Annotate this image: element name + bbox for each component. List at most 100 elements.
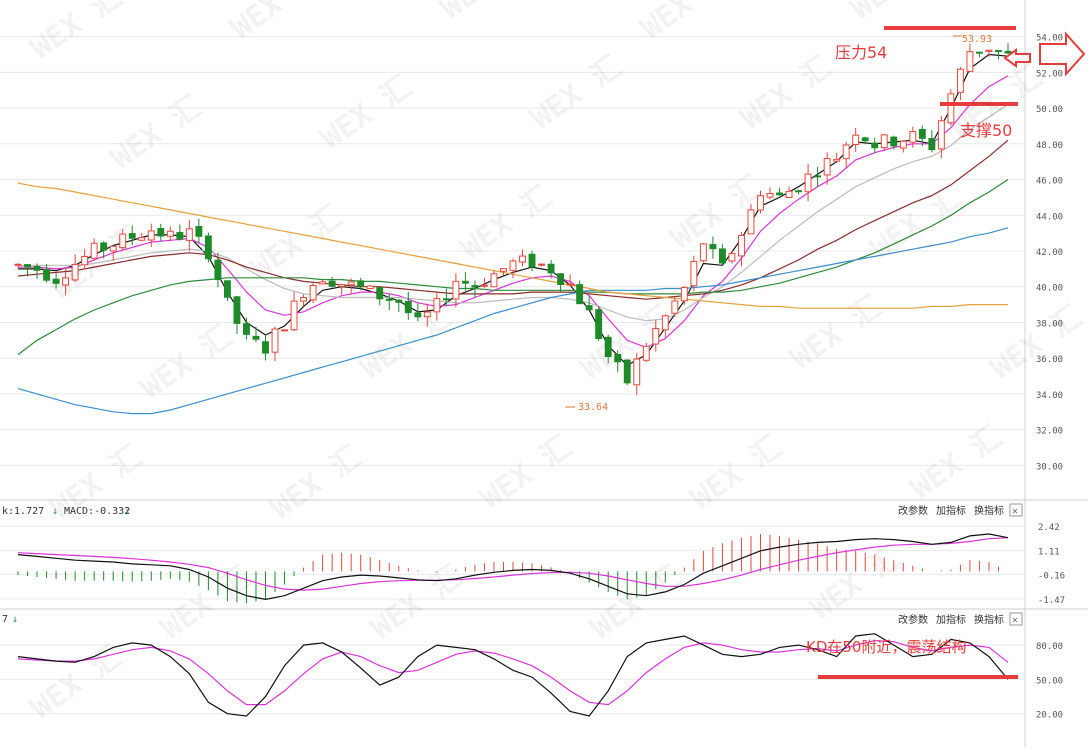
candle: [918, 125, 926, 147]
kd-header-label: 7: [2, 614, 8, 625]
candle-body: [52, 278, 60, 284]
candle-body: [71, 263, 79, 281]
candle-body: [566, 283, 574, 286]
candle: [81, 249, 89, 268]
candle: [252, 326, 260, 343]
candle-body: [404, 300, 412, 314]
candle: [519, 249, 526, 267]
candle-body: [680, 286, 688, 302]
macd-y-axis: 2.42 1.11 -0.16 -1.47: [1038, 523, 1065, 606]
main-y-tick: 44.00: [1036, 212, 1063, 222]
candle-body: [585, 305, 593, 311]
candle: [176, 224, 184, 241]
candle: [281, 329, 288, 332]
main-y-tick: 54.00: [1036, 34, 1063, 44]
candle: [271, 326, 279, 362]
candle: [395, 298, 403, 312]
candle-body: [185, 228, 193, 241]
macd-arrow-1: ↓: [52, 506, 58, 517]
kd-add-indicator-button[interactable]: 加指标: [936, 613, 966, 626]
candle: [376, 287, 384, 306]
macd-dif-line: [17, 533, 1009, 601]
candle-body: [243, 323, 250, 335]
grid-lines: [0, 36, 1025, 715]
kd-annotation: KD在50附近，震荡结构: [806, 638, 1018, 679]
candle: [690, 255, 698, 292]
main-y-tick: 30.00: [1036, 462, 1063, 472]
kd-change-params-button[interactable]: 改参数: [898, 613, 928, 626]
watermark-logo: WEX 汇: [805, 539, 909, 626]
watermark-logo: WEX 汇: [475, 429, 579, 516]
main-y-tick: 50.00: [1036, 105, 1063, 115]
candle: [937, 115, 945, 159]
candle: [557, 273, 565, 293]
macd-k-label: k:1.727: [2, 506, 44, 517]
ma-line-ma120: [17, 227, 1009, 415]
watermarks: WEX 汇 WEX 汇 WEX 汇 WEX 汇 WEX 汇 WEX 汇 WEX 汇 WEX 汇…: [25, 0, 1088, 727]
candle: [652, 320, 660, 352]
candle-body: [642, 345, 650, 361]
candle-body: [985, 49, 993, 52]
candle: [223, 280, 231, 302]
macd-add-indicator-button[interactable]: 加指标: [936, 504, 966, 517]
candle-body: [785, 190, 793, 198]
candle: [852, 127, 860, 153]
candle: [995, 50, 1002, 60]
candle: [595, 305, 603, 342]
main-y-tick: 40.00: [1036, 284, 1063, 294]
candle-body: [90, 242, 98, 259]
candle: [538, 263, 546, 267]
macd-y-tick: -0.16: [1038, 571, 1065, 581]
candle-body: [24, 264, 31, 268]
candle: [947, 89, 955, 126]
candle: [975, 51, 983, 58]
candle-body: [33, 265, 41, 271]
macd-switch-indicator-button[interactable]: 换指标: [974, 504, 1004, 517]
candle: [585, 296, 593, 311]
candle: [433, 291, 441, 321]
candle-body: [109, 245, 117, 252]
candle: [442, 288, 450, 306]
candle: [338, 284, 346, 295]
candle: [309, 283, 317, 304]
candle: [566, 274, 574, 286]
candle: [147, 223, 155, 247]
candle: [576, 280, 584, 305]
kd-switch-indicator-button[interactable]: 换指标: [974, 613, 1004, 626]
candle-body: [975, 51, 983, 54]
macd-change-params-button[interactable]: 改参数: [898, 504, 928, 517]
watermark-logo: WEX 汇: [455, 179, 559, 266]
main-y-tick: 46.00: [1036, 177, 1063, 187]
candle-body: [281, 329, 288, 332]
watermark-logo: WEX 汇: [25, 0, 129, 67]
macd-close-button[interactable]: ✕: [1009, 503, 1023, 517]
candle: [300, 294, 308, 307]
main-y-tick: 38.00: [1036, 319, 1063, 329]
candle-body: [671, 300, 679, 314]
main-y-axis: 54.00 52.00 50.00 48.00 46.00 44.00 42.00 40.00…: [1036, 34, 1063, 473]
candle: [461, 271, 469, 291]
kd-close-button[interactable]: ✕: [1009, 612, 1023, 626]
watermark-logo: WEX 汇: [785, 289, 889, 376]
close-icon: ✕: [1012, 506, 1018, 517]
high-price-label: 53.93: [962, 34, 992, 45]
candle: [747, 204, 755, 235]
candle-body: [147, 230, 155, 241]
watermark-logo: WEX 汇: [45, 219, 149, 306]
candle: [128, 225, 136, 246]
candle: [661, 314, 669, 338]
close-icon: ✕: [1012, 615, 1018, 626]
candle: [842, 141, 850, 169]
candle-body: [956, 68, 964, 93]
candle-body: [738, 235, 745, 257]
candle-body: [252, 335, 260, 340]
candle: [195, 218, 203, 244]
candle: [509, 258, 517, 279]
candle-body: [547, 263, 555, 274]
watermark-logo: WEX 汇: [105, 89, 209, 176]
watermark-logo: WEX 汇: [525, 49, 629, 136]
candle-body: [176, 232, 184, 240]
candle: [880, 133, 888, 152]
kd-annotation-label: KD在50附近，震荡结构: [806, 638, 966, 656]
